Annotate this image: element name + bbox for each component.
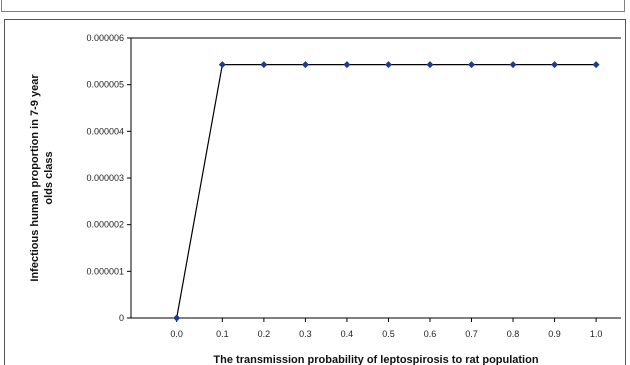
x-tick-label: 0.3	[299, 329, 312, 339]
data-point-marker	[551, 61, 558, 68]
x-tick-label: 0.1	[216, 329, 229, 339]
x-tick-label: 0.6	[424, 329, 437, 339]
data-point-marker	[260, 61, 267, 68]
y-tick-label: 0.000005	[86, 80, 124, 90]
data-point-marker	[219, 61, 226, 68]
y-axis-title-line-1: Infectious human proportion in 7-9 year	[29, 74, 41, 282]
ticks: 0 0.000001 0.000002 0.000003 0.000004 0.00000…	[86, 33, 602, 339]
x-tick-label: 0.4	[341, 329, 354, 339]
data-point-marker	[510, 61, 517, 68]
data-point-marker	[173, 315, 180, 322]
x-tick-label: 0.9	[548, 329, 561, 339]
x-axis-title: The transmission probability of leptospi…	[213, 354, 538, 365]
x-tick-label: 0.0	[170, 329, 183, 339]
data-point-marker	[302, 61, 309, 68]
series-line	[177, 65, 596, 318]
y-tick-label: 0.000003	[86, 173, 124, 183]
x-tick-label: 0.7	[465, 329, 478, 339]
y-tick-label: 0.000006	[86, 33, 124, 43]
y-tick-label: 0.000001	[86, 266, 124, 276]
data-point-marker	[343, 61, 350, 68]
data-point-marker	[385, 61, 392, 68]
y-tick-label: 0.000004	[86, 126, 124, 136]
series	[173, 61, 599, 321]
x-tick-label: 0.5	[382, 329, 395, 339]
data-point-marker	[468, 61, 475, 68]
y-tick-label: 0.000002	[86, 220, 124, 230]
y-axis-title-line-2: olds class	[43, 151, 55, 204]
x-tick-label: 0.8	[507, 329, 520, 339]
axes	[131, 38, 621, 318]
y-tick-label: 0	[119, 313, 124, 323]
data-point-marker	[426, 61, 433, 68]
x-tick-label: 0.2	[258, 329, 271, 339]
x-tick-label: 1.0	[590, 329, 603, 339]
data-point-marker	[593, 61, 600, 68]
